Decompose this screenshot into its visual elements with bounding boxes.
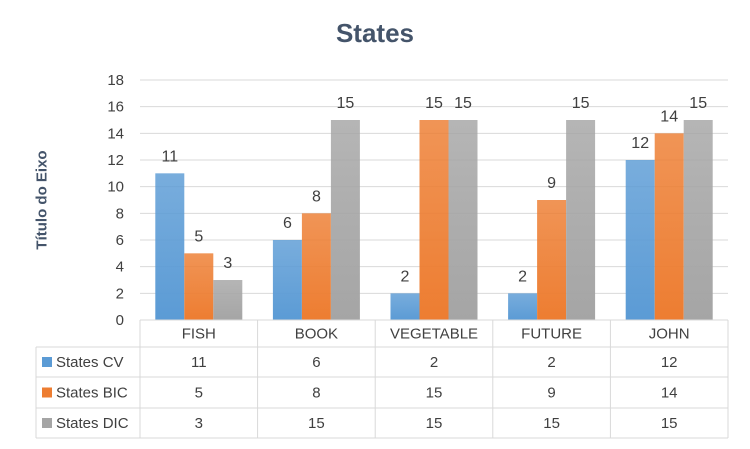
table-value: 8 xyxy=(312,385,320,402)
y-tick-label: 14 xyxy=(107,125,124,142)
bar xyxy=(508,293,538,320)
bar xyxy=(419,120,449,320)
y-tick-label: 10 xyxy=(107,179,124,196)
y-tick-label: 2 xyxy=(116,285,124,302)
chart-title: States xyxy=(335,18,415,48)
bar xyxy=(625,160,655,320)
table-value: 9 xyxy=(547,385,555,402)
bar xyxy=(213,280,243,320)
category-label: BOOK xyxy=(295,326,338,343)
table-value: 15 xyxy=(426,415,443,432)
table-value: 5 xyxy=(195,385,203,402)
bar xyxy=(537,200,567,320)
bar xyxy=(566,120,596,320)
table-value: 15 xyxy=(308,415,325,432)
table-value: 12 xyxy=(661,354,678,371)
data-label: 15 xyxy=(425,95,443,112)
data-label: 8 xyxy=(312,188,321,205)
bar xyxy=(155,173,185,320)
data-label: 5 xyxy=(194,228,203,245)
bar xyxy=(330,120,360,320)
category-label: FUTURE xyxy=(521,326,582,343)
y-tick-label: 18 xyxy=(107,72,124,89)
data-label: 3 xyxy=(223,255,232,272)
table-value: 15 xyxy=(661,415,678,432)
table-value: 2 xyxy=(547,354,555,371)
legend-label: States BIC xyxy=(56,385,128,402)
data-label: 2 xyxy=(401,268,410,285)
category-label: FISH xyxy=(182,326,216,343)
y-tick-label: 16 xyxy=(107,99,124,116)
y-tick-label: 12 xyxy=(107,152,124,169)
legend-key xyxy=(42,418,52,428)
y-tick-label: 8 xyxy=(116,205,124,222)
data-label: 15 xyxy=(337,95,355,112)
legend-label: States DIC xyxy=(56,415,129,432)
table-value: 15 xyxy=(426,385,443,402)
data-label: 2 xyxy=(518,268,527,285)
legend-key xyxy=(42,357,52,367)
data-label: 11 xyxy=(161,148,178,165)
bar xyxy=(654,133,684,320)
category-label: VEGETABLE xyxy=(390,326,478,343)
table-value: 2 xyxy=(430,354,438,371)
data-label: 12 xyxy=(631,135,649,152)
table-value: 11 xyxy=(191,354,207,371)
y-tick-label: 4 xyxy=(116,259,124,276)
table-value: 15 xyxy=(543,415,560,432)
legend-label: States CV xyxy=(56,354,124,371)
legend-key xyxy=(42,387,52,398)
category-label: JOHN xyxy=(649,326,690,343)
bar xyxy=(272,240,302,320)
bar xyxy=(184,253,214,320)
bar xyxy=(390,293,420,320)
data-label: 15 xyxy=(454,95,472,112)
table-value: 14 xyxy=(661,385,678,402)
table-value: 6 xyxy=(312,354,320,371)
data-label: 15 xyxy=(572,95,590,112)
data-label: 15 xyxy=(689,95,707,112)
y-tick-label: 6 xyxy=(116,232,124,249)
bar xyxy=(301,213,331,320)
table-value: 3 xyxy=(195,415,203,432)
y-tick-label: 0 xyxy=(116,312,124,329)
data-label: 9 xyxy=(547,175,556,192)
bar xyxy=(448,120,478,320)
data-label: 14 xyxy=(660,108,678,125)
bar xyxy=(683,120,713,320)
data-label: 6 xyxy=(283,215,292,232)
